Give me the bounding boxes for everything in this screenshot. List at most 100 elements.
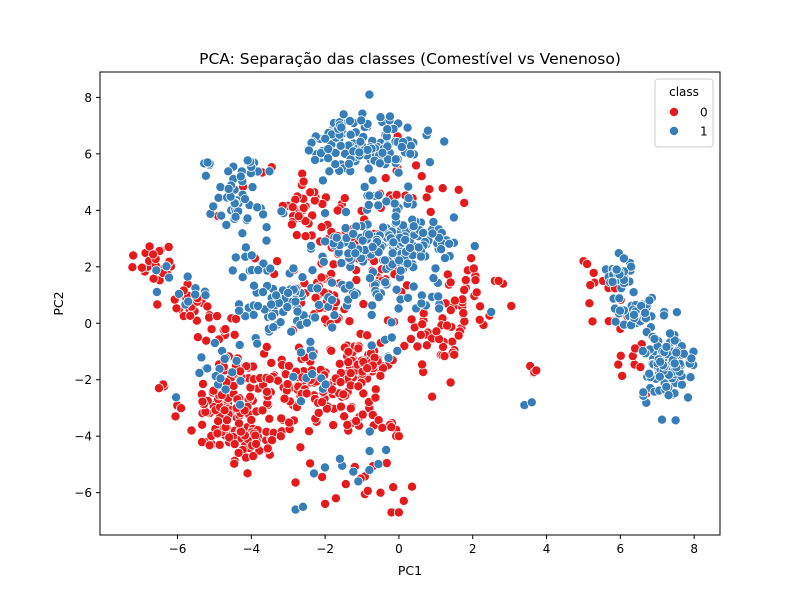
data-point — [335, 377, 346, 388]
x-tick-label: −2 — [316, 542, 334, 556]
data-point — [316, 397, 327, 408]
data-point — [366, 309, 377, 320]
data-point — [320, 133, 331, 144]
data-point — [439, 253, 450, 264]
data-point — [223, 183, 234, 194]
data-point — [317, 471, 328, 482]
data-point — [215, 182, 226, 193]
data-point — [201, 335, 212, 346]
data-point — [235, 171, 246, 182]
data-point — [234, 399, 245, 410]
data-point — [386, 332, 397, 343]
chart-title: PCA: Separação das classes (Comestível v… — [199, 50, 621, 68]
data-point — [291, 230, 302, 241]
data-point — [402, 122, 413, 133]
data-point — [213, 416, 224, 427]
y-axis-label: PC2 — [51, 291, 66, 315]
data-point — [318, 256, 329, 267]
data-point — [221, 415, 232, 426]
data-point — [261, 222, 272, 233]
legend: class 01 — [654, 78, 714, 148]
data-point — [393, 303, 404, 314]
data-point — [436, 244, 447, 255]
data-point — [373, 190, 384, 201]
data-point — [223, 166, 234, 177]
data-point — [640, 307, 651, 318]
data-point — [375, 487, 386, 498]
data-point — [148, 249, 159, 260]
data-point — [418, 227, 429, 238]
data-point — [209, 337, 220, 348]
data-point — [242, 155, 253, 166]
data-point — [676, 379, 687, 390]
data-point — [493, 275, 504, 286]
data-point — [219, 353, 230, 364]
data-point — [197, 378, 208, 389]
data-point — [339, 193, 350, 204]
data-point — [471, 287, 482, 298]
data-point — [327, 322, 338, 333]
data-point — [202, 301, 213, 312]
data-point — [309, 154, 320, 165]
data-point — [644, 295, 655, 306]
data-point — [635, 362, 646, 373]
data-point — [364, 190, 375, 201]
data-point — [353, 381, 364, 392]
data-point — [171, 392, 182, 403]
y-axis: −6 −4 −2 0 2 4 6 8 — [74, 91, 100, 500]
data-point — [293, 211, 304, 222]
data-point — [393, 167, 404, 178]
data-point — [276, 413, 287, 424]
data-point — [335, 401, 346, 412]
data-point — [258, 209, 269, 220]
data-point — [449, 349, 460, 360]
data-point — [300, 216, 311, 227]
data-point — [282, 379, 293, 390]
data-point — [329, 310, 340, 321]
data-point — [358, 388, 369, 399]
data-point — [453, 330, 464, 341]
data-point — [424, 157, 435, 168]
data-point — [582, 258, 593, 269]
data-point — [379, 255, 390, 266]
data-point — [388, 237, 399, 248]
data-point — [229, 439, 240, 450]
y-tick-label: 4 — [84, 204, 92, 218]
data-point — [197, 419, 208, 430]
data-point — [208, 201, 219, 212]
legend-label-1: 1 — [700, 125, 708, 139]
data-point — [316, 272, 327, 283]
data-point — [152, 299, 163, 310]
data-point — [459, 316, 470, 327]
data-point — [196, 352, 207, 363]
data-point — [353, 476, 364, 487]
data-point — [290, 296, 301, 307]
data-point — [350, 248, 361, 259]
data-point — [221, 219, 232, 230]
data-point — [268, 322, 279, 333]
data-point — [406, 481, 417, 492]
data-point — [320, 236, 331, 247]
data-point — [370, 392, 381, 403]
data-point — [303, 426, 314, 437]
data-point — [266, 311, 277, 322]
data-point — [413, 242, 424, 253]
data-point — [584, 298, 595, 309]
data-point — [176, 403, 187, 414]
data-point — [428, 216, 439, 227]
data-point — [526, 397, 537, 408]
data-point — [665, 328, 676, 339]
data-point — [377, 422, 388, 433]
x-tick-label: 0 — [395, 542, 403, 556]
data-point — [392, 345, 403, 356]
data-point — [330, 493, 341, 504]
data-point — [264, 374, 275, 385]
data-point — [284, 417, 295, 428]
data-point — [383, 352, 394, 363]
data-point — [375, 370, 386, 381]
data-point — [661, 381, 672, 392]
data-point — [257, 405, 268, 416]
data-point — [213, 192, 224, 203]
data-point — [248, 280, 259, 291]
